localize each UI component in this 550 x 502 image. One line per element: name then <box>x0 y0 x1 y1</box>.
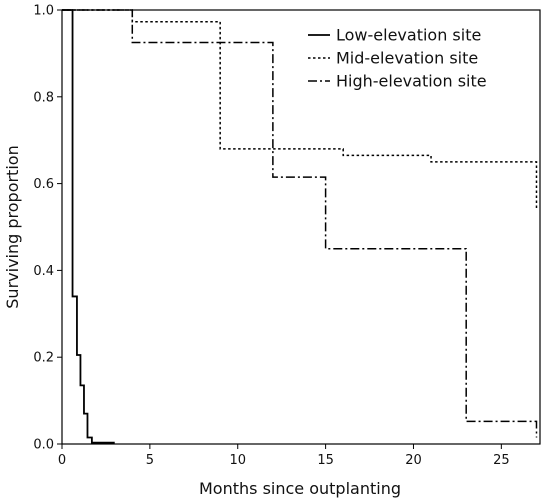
y-tick-label: 0.2 <box>33 351 54 366</box>
plot-border <box>61 9 541 445</box>
y-tick-label: 0.6 <box>33 177 54 192</box>
series-layer <box>62 9 538 444</box>
y-tick-label: 0.4 <box>33 264 54 279</box>
x-tick-label: 20 <box>405 453 422 468</box>
legend-label-1: Low-elevation site <box>336 26 481 45</box>
series-line-1 <box>62 9 115 444</box>
x-tick-label: 15 <box>317 453 334 468</box>
y-axis-label: Surviving proportion <box>3 145 22 308</box>
x-tick-label: 25 <box>493 453 510 468</box>
x-tick-label: 0 <box>58 453 66 468</box>
legend-label-2: Mid-elevation site <box>336 49 478 68</box>
y-tick-label: 0.0 <box>33 438 54 453</box>
x-tick-label: 10 <box>229 453 246 468</box>
y-tick-label: 0.8 <box>33 90 54 105</box>
x-tick-label: 5 <box>146 453 154 468</box>
plot-frame <box>61 9 541 445</box>
legend-label-3: High-elevation site <box>336 72 487 91</box>
y-axis-ticks: 0.0 0.2 0.4 0.6 0.8 1.0 <box>33 4 62 453</box>
x-axis-ticks: 0 5 10 15 20 25 <box>58 444 510 468</box>
x-axis-label: Months since outplanting <box>199 479 401 498</box>
legend: Low-elevation site Mid-elevation site High… <box>308 26 487 91</box>
series-line-3 <box>62 9 538 438</box>
y-tick-label: 1.0 <box>33 4 54 19</box>
series-line-2 <box>62 9 538 210</box>
